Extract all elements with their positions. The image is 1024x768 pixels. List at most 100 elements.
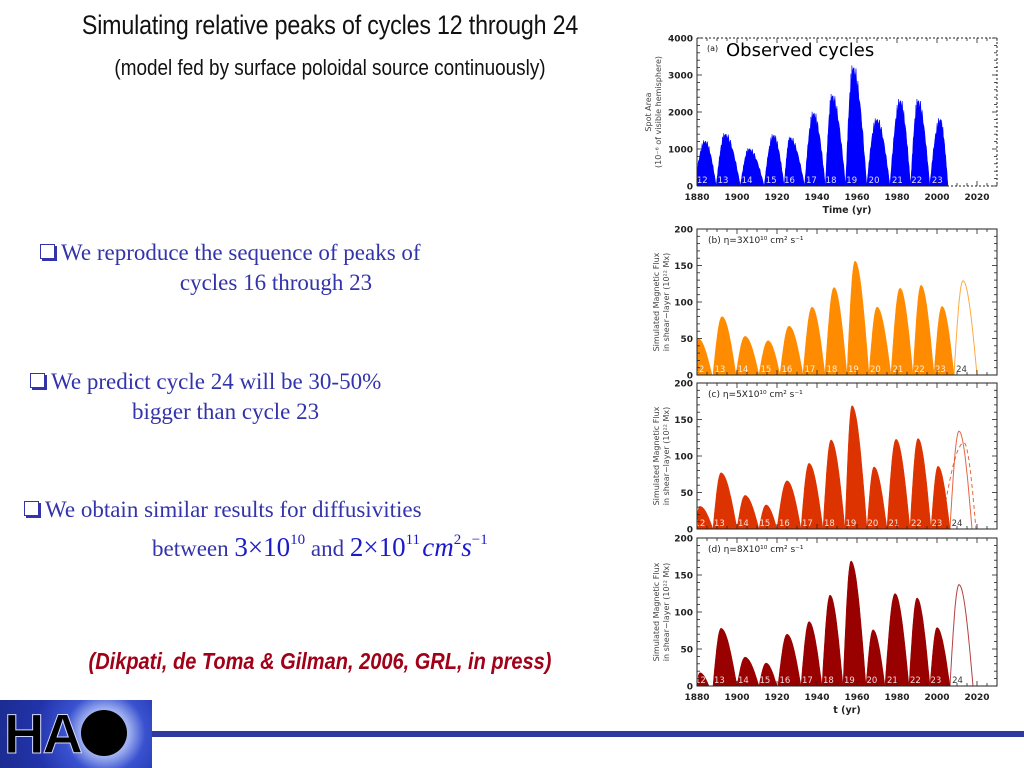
cycle-area-15 bbox=[758, 504, 778, 529]
cycle-area-20 bbox=[868, 306, 892, 375]
cycle-area-17 bbox=[802, 306, 826, 375]
cycle-number-label: 19 bbox=[844, 676, 855, 686]
y-tick-label: 200 bbox=[674, 226, 693, 236]
y-axis-label-line1: Spot Area bbox=[644, 92, 653, 131]
cycle-number-label: 12 bbox=[693, 365, 704, 375]
math-upper-diffusivity: 2×1011 cm2s−1 bbox=[349, 532, 488, 562]
cycle-number-label: 13 bbox=[714, 676, 725, 686]
cycle-number-label: 13 bbox=[714, 519, 725, 529]
y-axis-label-line1: Simulated Magnetic Flux bbox=[652, 562, 661, 661]
cycle-area-14 bbox=[735, 336, 760, 375]
hao-logo: HA bbox=[0, 700, 152, 768]
cycle-number-label: 16 bbox=[779, 519, 790, 529]
cycle-area-22 bbox=[909, 438, 932, 529]
cycle-number-label: 17 bbox=[802, 519, 813, 529]
checkbox-bullet-icon bbox=[40, 244, 55, 259]
x-tick-label: 1980 bbox=[884, 693, 909, 703]
cycle-area-20 bbox=[866, 466, 888, 529]
cycle-area-13 bbox=[712, 472, 738, 529]
y-axis-label-line2: in shear−layer (10²² Mx) bbox=[662, 407, 671, 506]
y-tick-label: 150 bbox=[674, 572, 693, 582]
y-tick-label: 0 bbox=[687, 526, 693, 536]
cycle-area-19 bbox=[846, 260, 870, 375]
cycle-number-label: 21 bbox=[888, 519, 899, 529]
cycle-area-17 bbox=[804, 111, 826, 186]
cycle-number-label: 12 bbox=[697, 176, 708, 186]
bullet-predict-line2: bigger than cycle 23 bbox=[132, 399, 320, 424]
cycle-number-label: 21 bbox=[887, 676, 898, 686]
y-tick-label: 0 bbox=[687, 683, 693, 693]
cycle-number-label: 14 bbox=[742, 176, 753, 186]
bullet-diffusivities-line1: We obtain similar results for diffusivit… bbox=[45, 497, 422, 522]
cycle-area-18 bbox=[825, 93, 846, 186]
cycle-number-label: 24 bbox=[956, 365, 967, 375]
x-tick-label: 1880 bbox=[684, 193, 709, 203]
slide-title: Simulating relative peaks of cycles 12 t… bbox=[81, 10, 579, 40]
cycle-number-label: 22 bbox=[910, 676, 921, 686]
cycle-area-16 bbox=[776, 480, 802, 529]
y-tick-label: 100 bbox=[674, 299, 693, 309]
x-tick-label: 1880 bbox=[684, 693, 709, 703]
x-tick-label: 2000 bbox=[924, 193, 949, 203]
predicted-cycle-24 bbox=[949, 430, 973, 529]
y-tick-label: 1000 bbox=[668, 146, 693, 156]
panel-title: (b) η=3X10¹⁰ cm² s⁻¹ bbox=[708, 236, 804, 246]
cycle-number-label: 12 bbox=[694, 519, 705, 529]
cycle-number-label: 18 bbox=[826, 176, 837, 186]
y-tick-label: 50 bbox=[680, 335, 693, 345]
y-tick-label: 50 bbox=[680, 646, 693, 656]
cycle-area-12 bbox=[697, 672, 710, 686]
cycle-number-label: 20 bbox=[869, 176, 880, 186]
y-tick-label: 0 bbox=[687, 372, 693, 382]
bullet-and-label: and bbox=[310, 536, 345, 561]
x-tick-label: 1960 bbox=[844, 693, 869, 703]
cycle-number-label: 23 bbox=[935, 365, 946, 375]
y-tick-label: 150 bbox=[674, 416, 693, 426]
cycle-area-12 bbox=[697, 140, 717, 186]
x-tick-label: 1900 bbox=[724, 193, 749, 203]
cycle-area-19 bbox=[845, 65, 868, 186]
cycle-number-label: 15 bbox=[759, 519, 770, 529]
bullet-reproduce-line2: cycles 16 through 23 bbox=[179, 270, 373, 295]
cycle-number-label: 14 bbox=[737, 365, 748, 375]
y-tick-label: 100 bbox=[674, 453, 693, 463]
y-tick-label: 4000 bbox=[668, 35, 693, 45]
cycle-number-label: 21 bbox=[892, 176, 903, 186]
y-tick-label: 50 bbox=[680, 489, 693, 499]
hao-logo-text: HA bbox=[4, 702, 84, 765]
y-axis-label-line2: in shear−layer (10²² Mx) bbox=[662, 563, 671, 662]
x-tick-label: 1920 bbox=[764, 693, 789, 703]
y-tick-label: 200 bbox=[674, 380, 693, 390]
cycle-area-23 bbox=[933, 306, 955, 375]
cycle-number-label: 14 bbox=[738, 676, 749, 686]
panel-title: (c) η=5X10¹⁰ cm² s⁻¹ bbox=[708, 390, 803, 400]
cycle-number-label: 15 bbox=[766, 176, 777, 186]
x-tick-label: 1920 bbox=[764, 193, 789, 203]
x-tick-label: 1980 bbox=[884, 193, 909, 203]
cycle-number-label: 22 bbox=[914, 365, 925, 375]
cycle-area-23 bbox=[930, 465, 951, 529]
cycle-number-label: 18 bbox=[823, 676, 834, 686]
cycle-area-21 bbox=[890, 287, 914, 375]
cycle-area-16 bbox=[777, 633, 802, 686]
chart-panel-d: 12 13 14 15 16 17 18 19 20 21 22 23 2405010015020018… bbox=[652, 535, 998, 716]
panel-label: (a) bbox=[707, 44, 718, 53]
y-axis-label-line1: Simulated Magnetic Flux bbox=[652, 252, 661, 351]
plot-frame bbox=[696, 537, 998, 687]
cycle-number-label: 24 bbox=[952, 519, 963, 529]
cycle-area-12 bbox=[697, 338, 713, 375]
checkbox-bullet-icon bbox=[24, 501, 39, 516]
predicted-cycle-24-alt bbox=[940, 442, 977, 529]
cycle-area-17 bbox=[800, 463, 824, 529]
cycle-area-22 bbox=[908, 597, 931, 686]
cycle-area-14 bbox=[736, 656, 760, 686]
chart-panel-c: 12 13 14 15 16 17 18 19 20 21 22 23 24 0 50 100 150 200 Si… bbox=[652, 380, 998, 536]
cycle-number-label: 18 bbox=[824, 519, 835, 529]
y-tick-label: 150 bbox=[674, 262, 693, 272]
bullet-reproduce-line1: We reproduce the sequence of peaks of bbox=[61, 240, 421, 265]
x-tick-label: 1940 bbox=[804, 693, 829, 703]
cycle-number-label: 24 bbox=[952, 676, 963, 686]
cycle-number-label: 12 bbox=[695, 676, 706, 686]
cycle-number-label: 17 bbox=[804, 365, 815, 375]
cycle-area-21 bbox=[886, 438, 911, 529]
